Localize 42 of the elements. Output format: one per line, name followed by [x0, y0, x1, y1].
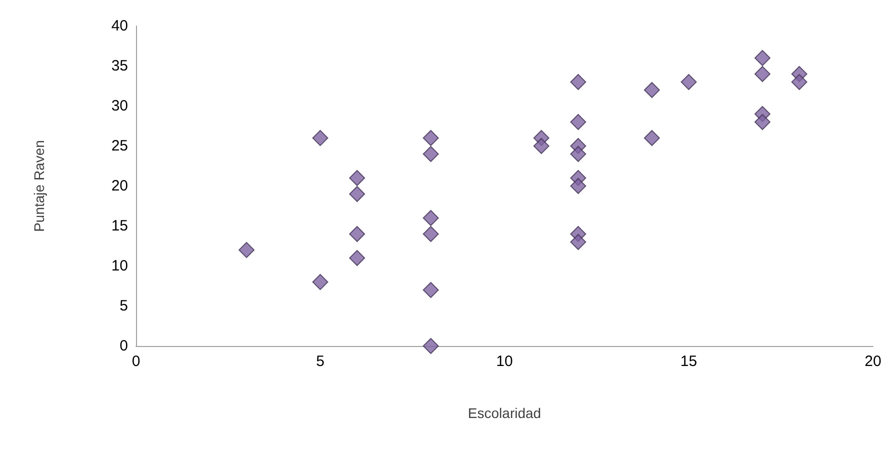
point [570, 146, 586, 162]
point [533, 138, 550, 154]
point [422, 282, 439, 298]
point [680, 74, 697, 90]
point [422, 226, 439, 242]
x-axis-title: Escolaridad [468, 405, 542, 421]
point [312, 130, 328, 146]
point [238, 242, 255, 258]
x-tick-label: 5 [316, 353, 324, 370]
y-tick-label: 35 [111, 58, 128, 74]
x-tick-label: 0 [132, 353, 140, 370]
point [422, 130, 439, 146]
point [644, 130, 660, 146]
y-tick-label: 5 [120, 298, 128, 314]
y-tick-label: 40 [111, 18, 128, 34]
point [570, 234, 586, 250]
point [422, 338, 439, 354]
y-axis-title: Puntaje Raven [31, 140, 47, 232]
point [349, 250, 366, 266]
y-tick-label: 25 [111, 138, 128, 154]
point [422, 210, 439, 226]
x-tick-label: 10 [496, 353, 513, 370]
point [754, 50, 770, 66]
y-tick-label: 10 [111, 258, 128, 274]
point [312, 274, 328, 290]
x-tick-label: 15 [680, 353, 698, 370]
point [570, 178, 586, 194]
point [754, 66, 770, 82]
point [349, 186, 366, 202]
point [349, 226, 366, 242]
point [570, 74, 586, 90]
y-tick-label: 30 [111, 98, 128, 114]
point [349, 170, 366, 186]
y-tick-label: 0 [120, 338, 128, 354]
y-tick-label: 20 [111, 178, 128, 194]
point [644, 82, 660, 98]
point [422, 146, 439, 162]
y-tick-label: 15 [111, 218, 128, 234]
x-tick-label: 20 [864, 353, 882, 370]
point [754, 114, 770, 130]
point [791, 74, 808, 90]
point [570, 114, 586, 130]
